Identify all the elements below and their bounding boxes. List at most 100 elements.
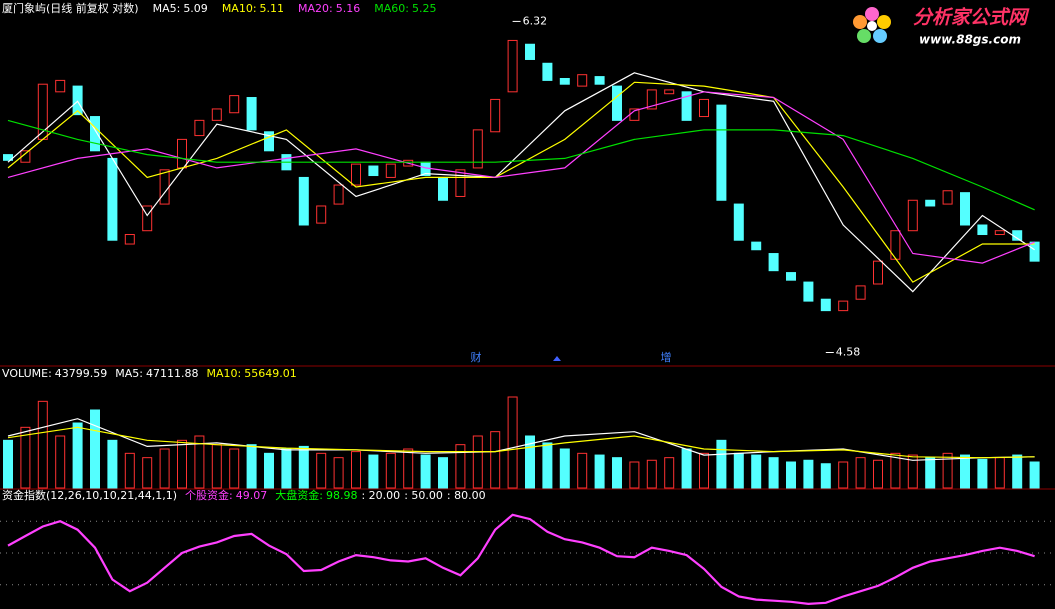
volume-bar	[507, 396, 518, 489]
candle	[159, 169, 170, 205]
volume-bar	[768, 457, 779, 489]
volume-bar	[716, 439, 727, 489]
candle	[577, 74, 588, 87]
candle	[733, 203, 744, 241]
candle	[786, 272, 796, 281]
extreme-label: 4.58	[836, 345, 861, 358]
candle	[177, 138, 187, 169]
header-text: : 50.00	[404, 489, 443, 502]
header-text: 5.11	[260, 2, 285, 15]
candle	[855, 285, 866, 300]
volume-bar	[298, 445, 309, 489]
volume-bar	[525, 435, 535, 489]
candle	[298, 176, 309, 226]
volume-bar	[646, 459, 657, 489]
candle	[664, 89, 675, 95]
header-text: 5.16	[336, 2, 361, 15]
volume-bar	[681, 448, 692, 489]
volume-bar	[333, 457, 344, 489]
candle	[751, 241, 762, 251]
volume-bar	[194, 435, 205, 489]
volume-bar	[925, 457, 936, 489]
header-text: MA5:	[153, 2, 181, 15]
volume-bar	[907, 454, 918, 489]
candle	[594, 76, 605, 85]
candle	[907, 199, 918, 232]
volume-bar	[90, 409, 100, 489]
candle	[960, 192, 970, 226]
volume-bar	[455, 444, 466, 489]
ma-line	[7, 81, 1035, 283]
volume-bar	[1029, 461, 1040, 489]
candle	[490, 98, 501, 133]
volume-ma-line	[7, 426, 1035, 459]
candle	[403, 159, 414, 167]
event-icon	[553, 356, 561, 361]
volume-bar	[351, 451, 361, 489]
ma-line	[7, 72, 1035, 293]
volume-ma-line	[7, 418, 1035, 461]
header-text: : 20.00	[361, 489, 400, 502]
candle	[246, 97, 257, 131]
candle	[507, 39, 518, 93]
volume-bar	[733, 452, 744, 489]
logo-url: www.88gs.com	[919, 33, 1021, 47]
candle	[525, 43, 535, 60]
volume-bar	[664, 457, 675, 489]
header-text: 资金指数(12,26,10,10,21,44,1,1)	[2, 488, 177, 502]
volume-bar	[542, 442, 553, 489]
volume-bar	[246, 444, 257, 489]
volume-bar	[55, 435, 66, 489]
candle	[838, 300, 849, 312]
header-text: 47111.88	[146, 367, 199, 380]
volume-bar	[612, 457, 622, 489]
volume-bar	[229, 448, 240, 489]
header-text: 5.09	[183, 2, 208, 15]
header-text: MA20:	[298, 2, 333, 15]
extreme-label: 6.32	[523, 14, 548, 27]
candle	[559, 77, 570, 85]
header-text: 5.25	[412, 2, 437, 15]
candle	[142, 205, 153, 232]
panel-header: 厦门象屿(日线 前复权 对数) MA5: 5.09 MA10: 5.11 MA20: 5.1…	[2, 1, 436, 15]
candle	[681, 91, 692, 121]
candle	[646, 89, 657, 110]
candle	[264, 131, 274, 152]
volume-bar	[490, 431, 501, 489]
candle	[873, 260, 883, 285]
volume-bar	[264, 452, 274, 489]
logo-title: 分析家公式网	[913, 7, 1030, 29]
volume-bar	[559, 448, 570, 489]
volume-bar	[142, 457, 153, 489]
candle	[316, 205, 327, 224]
volume-bar	[699, 452, 709, 489]
volume-bar	[316, 452, 327, 489]
candle	[699, 98, 709, 118]
volume-bar	[786, 461, 796, 489]
volume-bar	[855, 457, 866, 489]
header-text: 98.98	[326, 489, 358, 502]
candle	[107, 157, 118, 241]
volume-bar	[890, 452, 901, 489]
candle	[925, 199, 936, 207]
volume-bar	[385, 452, 396, 489]
volume-bar	[20, 426, 31, 489]
panel-header: 资金指数(12,26,10,10,21,44,1,1) 个股资金: 49.07 大盘资…	[2, 488, 486, 502]
candle	[977, 224, 988, 236]
volume-bar	[1012, 454, 1023, 489]
candle	[768, 253, 779, 272]
header-text: 43799.59	[55, 367, 108, 380]
volume-bar	[838, 461, 849, 489]
volume-bar	[472, 435, 483, 489]
volume-bar	[438, 457, 448, 489]
volume-bar	[368, 454, 379, 489]
header-text: 厦门象屿(日线 前复权 对数)	[2, 1, 139, 15]
candle	[211, 108, 222, 121]
volume-bar	[37, 400, 48, 489]
candle	[72, 85, 83, 116]
volume-bar	[942, 452, 953, 489]
candle	[333, 184, 344, 205]
candle	[820, 298, 831, 312]
candle	[455, 169, 466, 197]
